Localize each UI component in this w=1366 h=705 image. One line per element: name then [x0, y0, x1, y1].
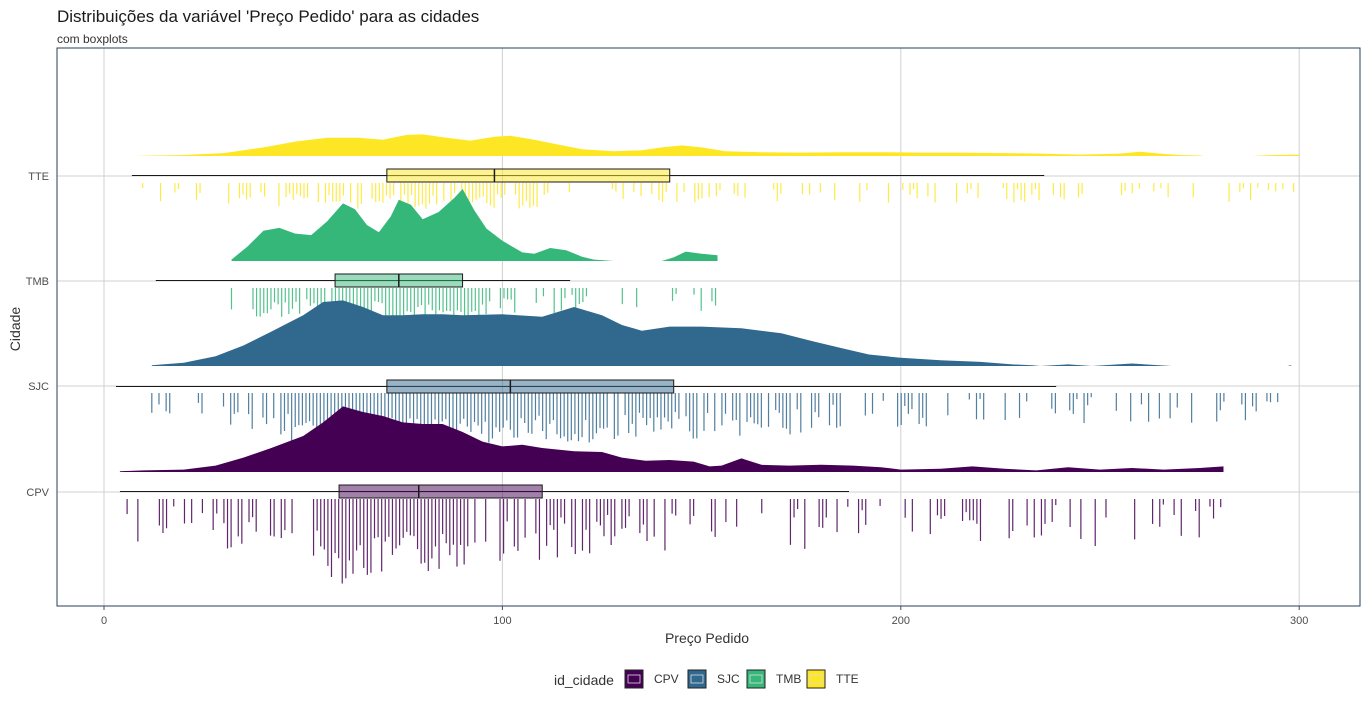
- density-tte: [131, 134, 1300, 156]
- legend-key-box-glyph: [690, 674, 704, 684]
- y-axis-title: Cidade: [7, 307, 23, 352]
- x-axis-title: Preço Pedido: [665, 630, 749, 646]
- x-tick-label: 200: [892, 615, 910, 627]
- rain-layer: [126, 183, 1295, 584]
- box-tte: [386, 168, 671, 183]
- legend-label: TTE: [836, 672, 859, 686]
- legend-item-cpv: CPV: [624, 669, 679, 689]
- density-layer: [119, 134, 1300, 472]
- legend-key-box-glyph: [809, 674, 823, 684]
- legend-label: SJC: [717, 672, 740, 686]
- legend-key-tte: [806, 669, 826, 689]
- legend-key-sjc: [687, 669, 707, 689]
- legend-key-cpv: [624, 669, 644, 689]
- y-tick-label: CPV: [26, 487, 49, 499]
- legend-item-tte: TTE: [806, 669, 859, 689]
- legend-item-sjc: SJC: [687, 669, 740, 689]
- density-cpv: [119, 406, 1224, 472]
- legend-title: id_cidade: [554, 672, 614, 688]
- boxplot-layer: [115, 168, 1057, 499]
- legend-label: CPV: [654, 672, 679, 686]
- chart-subtitle: com boxplots: [57, 32, 128, 46]
- y-tick-label: SJC: [28, 381, 49, 393]
- box-cpv: [338, 484, 543, 499]
- legend: id_cidade CPV SJC TMB TTE: [554, 669, 859, 689]
- x-tick-label: 0: [101, 615, 107, 627]
- legend-key-box-glyph: [749, 674, 763, 684]
- y-tick-label: TMB: [26, 276, 49, 288]
- panel-border: [56, 47, 1361, 607]
- legend-item-tmb: TMB: [746, 669, 801, 689]
- x-tick-label: 100: [493, 615, 511, 627]
- density-tmb: [231, 189, 718, 261]
- legend-label: TMB: [776, 672, 801, 686]
- x-tick-label: 300: [1290, 615, 1308, 627]
- legend-key-box-glyph: [627, 674, 641, 684]
- box-sjc: [386, 379, 675, 394]
- axis-layer: 0 100 200 300 CPV SJC TMB TTE: [26, 171, 1309, 627]
- y-tick-label: TTE: [28, 171, 49, 183]
- density-sjc: [151, 300, 1292, 366]
- chart-title: Distribuições da variável 'Preço Pedido'…: [57, 7, 480, 26]
- legend-key-tmb: [746, 669, 766, 689]
